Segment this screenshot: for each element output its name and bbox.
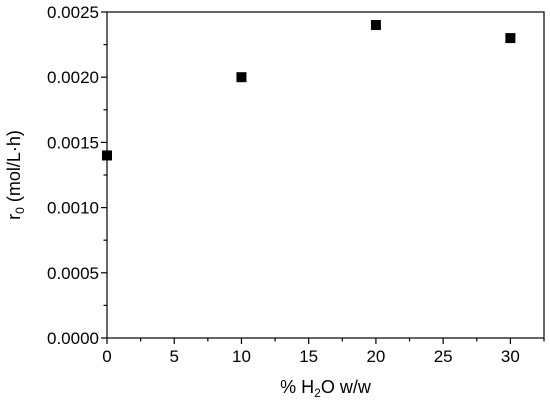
data-points	[102, 20, 516, 161]
plot-frame	[106, 11, 545, 339]
y-tick-label: 0.0005	[47, 264, 99, 283]
x-tick-label: 5	[169, 347, 178, 366]
x-axis: 0 5 10 15 20 25 30	[102, 338, 545, 366]
data-point	[102, 150, 112, 161]
data-point	[505, 33, 516, 44]
y-tick-label: 0.0010	[47, 199, 99, 218]
plot-border	[106, 11, 545, 339]
y-tick-label: 0.0015	[47, 133, 99, 152]
data-point	[370, 20, 381, 31]
x-tick-label: 20	[366, 347, 385, 366]
data-point	[236, 72, 247, 83]
x-tick-label: 0	[102, 347, 111, 366]
x-tick-label: 10	[232, 347, 251, 366]
x-tick-label: 30	[501, 347, 520, 366]
x-tick-label: 15	[299, 347, 318, 366]
y-axis: 0.0000 0.0005 0.0010 0.0015 0.0020 0.0025	[47, 3, 107, 348]
x-tick-label: 25	[434, 347, 453, 366]
y-axis-title: r0 (mol/L·h)	[4, 130, 27, 220]
x-axis-title: % H2O w/w	[280, 377, 372, 400]
y-tick-label: 0.0000	[47, 329, 99, 348]
y-tick-label: 0.0025	[47, 3, 99, 22]
y-tick-label: 0.0020	[47, 68, 99, 87]
